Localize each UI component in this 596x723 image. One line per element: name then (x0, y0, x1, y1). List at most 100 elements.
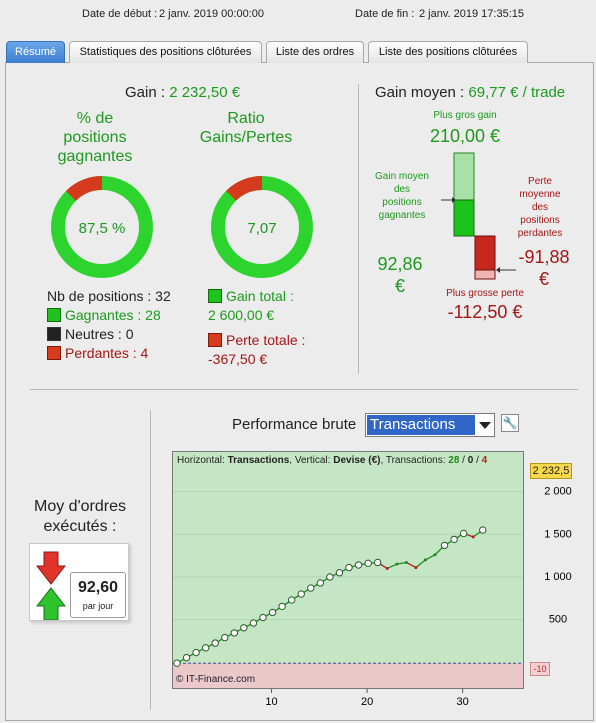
gagnantes-row: Gagnantes : 28 (47, 306, 171, 325)
chart-copyright: © IT-Finance.com (176, 674, 256, 685)
orders-unit: par jour (82, 601, 114, 611)
pct-title-line: % de (76, 110, 114, 127)
select-value: Transactions (367, 415, 475, 435)
ratio-title-line: Gains/Pertes (199, 129, 293, 146)
chart-count-loss: 4 (481, 455, 488, 466)
negative-band (173, 663, 523, 688)
pct-donut: 87,5 % (51, 176, 153, 278)
y-tick-label: 2 000 (544, 486, 572, 498)
x-tick-label: 10 (265, 696, 277, 708)
perte-totale-row: Perte totale : (208, 331, 305, 350)
tab-orders[interactable]: Liste des ordres (266, 41, 364, 63)
chart-header-h: Transactions (227, 455, 290, 466)
data-point (354, 561, 363, 569)
gain-moyen-positions-label: Gain moyen des positions gagnantes (365, 170, 439, 222)
value-line: € (538, 269, 549, 289)
chevron-down-icon (479, 422, 491, 429)
data-point (287, 596, 296, 604)
label-line: positions (382, 197, 422, 208)
orders-title-line: exécutés : (43, 518, 117, 535)
plus-gros-gain-value: 210,00 € (429, 126, 501, 146)
pct-donut-value: 87,5 % (79, 220, 126, 237)
y-tick-label: 500 (549, 614, 567, 626)
black-square-icon (47, 327, 61, 341)
neg-value-badge: -10 (530, 662, 550, 676)
gain-row: Gain : 2 232,50 € (125, 84, 240, 101)
header-bar: Date de début : 2 janv. 2019 00:00:00 Da… (0, 0, 596, 30)
pct-title: % de positions gagnantes (40, 109, 150, 166)
value-line: € (394, 276, 405, 296)
chart-header: Horizontal: Transactions, Vertical: Devi… (177, 455, 488, 466)
plus-gros-gain-label: Plus gros gain (433, 110, 497, 121)
tab-stats-closed[interactable]: Statistiques des positions clôturées (69, 41, 262, 63)
data-point (278, 602, 286, 611)
data-point (192, 648, 200, 657)
data-point (259, 613, 267, 622)
label-line: gagnantes (378, 210, 426, 221)
perte-moyenne-label: Perte moyenne des positions perdantes (510, 175, 570, 240)
x-tick-label: 30 (457, 696, 469, 708)
data-point (423, 558, 427, 562)
data-point (173, 659, 181, 667)
perte-totale-label: Perte totale : (226, 332, 306, 348)
data-point (201, 644, 210, 652)
label-line: Gain moyen (375, 171, 429, 182)
green-square-icon (47, 308, 61, 322)
data-point (316, 579, 325, 587)
tab-resume[interactable]: Résumé (6, 41, 65, 63)
divider-vertical-top (358, 84, 359, 374)
divider-horizontal (30, 389, 578, 390)
data-point (414, 566, 418, 570)
green-square-icon (208, 289, 222, 303)
tab-closed-positions[interactable]: Liste des positions clôturées (368, 41, 528, 63)
gain-label: Gain : (125, 84, 166, 101)
data-point (404, 560, 408, 564)
plus-grosse-perte-value: -112,50 € (447, 302, 523, 322)
gain-value: 2 232,50 € (169, 84, 241, 101)
wrench-icon[interactable]: 🔧 (501, 414, 519, 432)
label-line: moyenne (519, 189, 561, 200)
pct-donut-loss-arc (65, 176, 103, 202)
arrow-gain-head-icon (452, 197, 456, 203)
gain-moyen-value: 69,77 € / trade (468, 84, 566, 101)
plus-grosse-perte-label: Plus grosse perte (446, 288, 524, 299)
ratio-donut: 7,07 (211, 176, 313, 278)
last-value-badge: 2 232,5 (530, 463, 572, 479)
chart-count-win: 28 (448, 455, 460, 466)
avg-loss-bar (474, 235, 496, 271)
chart-header-v: Devise (€) (333, 455, 381, 466)
label-line: des (531, 202, 549, 213)
data-point (326, 573, 334, 581)
series-segment (396, 561, 407, 565)
data-point (471, 535, 475, 539)
orders-value-box: 92,60 par jour (70, 572, 126, 618)
data-point (433, 553, 437, 557)
gain-total-row: Gain total : (208, 287, 305, 306)
ratio-donut-loss-arc (226, 176, 263, 201)
value-line: 92,86 (377, 254, 423, 274)
series-segment (415, 559, 426, 569)
y-tick-label: 1 000 (544, 571, 572, 583)
label-line: positions (520, 215, 560, 226)
neutres-row: Neutres : 0 (47, 325, 171, 344)
chart-header-tmid: , Transactions: (380, 455, 446, 466)
data-point (385, 566, 389, 570)
y-axis: 2 000 1 500 1 000 500 (544, 486, 572, 626)
perte-moyenne-value: -91,88 € (513, 246, 575, 290)
orders-value: 92,60 (77, 579, 119, 596)
transactions-select[interactable]: Transactions (365, 413, 495, 437)
chart-count-neutral: 0 (467, 455, 474, 466)
start-date-value: 2 janv. 2019 00:00:00 (159, 8, 264, 20)
chart-header-vmid: , Vertical: (289, 455, 331, 466)
ratio-donut-hole (226, 191, 298, 263)
ratio-title: Ratio Gains/Pertes (196, 109, 296, 147)
divider-vertical-bottom (150, 410, 151, 710)
series-segment (406, 561, 417, 569)
gain-moyen-label: Gain moyen : (375, 84, 465, 101)
data-point (364, 559, 372, 568)
gain-loss-bars (441, 152, 516, 280)
nb-positions: Nb de positions : 32 (47, 288, 171, 304)
data-point (307, 584, 315, 592)
red-square-icon (208, 333, 222, 347)
ratio-donut-value: 7,07 (247, 220, 276, 237)
